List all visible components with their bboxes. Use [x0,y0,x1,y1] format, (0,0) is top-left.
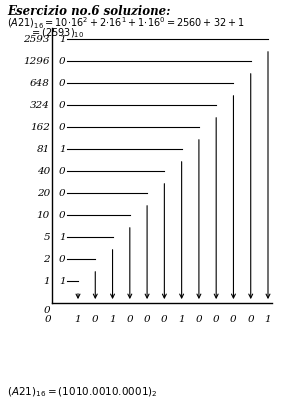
Text: 0: 0 [247,315,254,324]
Text: 1: 1 [59,35,66,43]
Text: 0: 0 [44,315,51,324]
Text: 0: 0 [59,166,66,176]
Text: 1: 1 [59,233,66,241]
Text: 1: 1 [265,315,271,324]
Text: 1: 1 [59,276,66,286]
Text: 10: 10 [37,211,50,219]
Text: Esercizio no.6 soluzione:: Esercizio no.6 soluzione: [7,5,170,18]
Text: 0: 0 [59,100,66,110]
Text: 0: 0 [59,211,66,219]
Text: 0: 0 [43,306,50,315]
Text: 1: 1 [43,276,50,286]
Text: 0: 0 [213,315,219,324]
Text: 5: 5 [43,233,50,241]
Text: 1: 1 [109,315,116,324]
Text: 1296: 1296 [23,56,50,65]
Text: 0: 0 [59,254,66,264]
Text: 0: 0 [59,123,66,131]
Text: 2: 2 [43,254,50,264]
Text: 0: 0 [92,315,99,324]
Text: 324: 324 [30,100,50,110]
Text: 1: 1 [59,145,66,153]
Text: $=(2593)_{10}$: $=(2593)_{10}$ [30,26,84,40]
Text: $(A21)_{16}=(1010.0010.0001)_2$: $(A21)_{16}=(1010.0010.0001)_2$ [7,385,158,399]
Text: 0: 0 [196,315,202,324]
Text: 40: 40 [37,166,50,176]
Text: 2593: 2593 [23,35,50,43]
Text: 162: 162 [30,123,50,131]
Text: 648: 648 [30,78,50,88]
Text: 0: 0 [230,315,237,324]
Text: 1: 1 [178,315,185,324]
Text: 81: 81 [37,145,50,153]
Text: 0: 0 [144,315,150,324]
Text: 0: 0 [59,56,66,65]
Text: 0: 0 [161,315,168,324]
Text: 0: 0 [127,315,133,324]
Text: 0: 0 [59,78,66,88]
Text: 20: 20 [37,188,50,198]
Text: 1: 1 [75,315,81,324]
Text: $(A21)_{16}=10{\cdot}16^2+2{\cdot}16^1+1{\cdot}16^0=2560+32+1$: $(A21)_{16}=10{\cdot}16^2+2{\cdot}16^1+1… [7,16,245,31]
Text: 0: 0 [59,188,66,198]
